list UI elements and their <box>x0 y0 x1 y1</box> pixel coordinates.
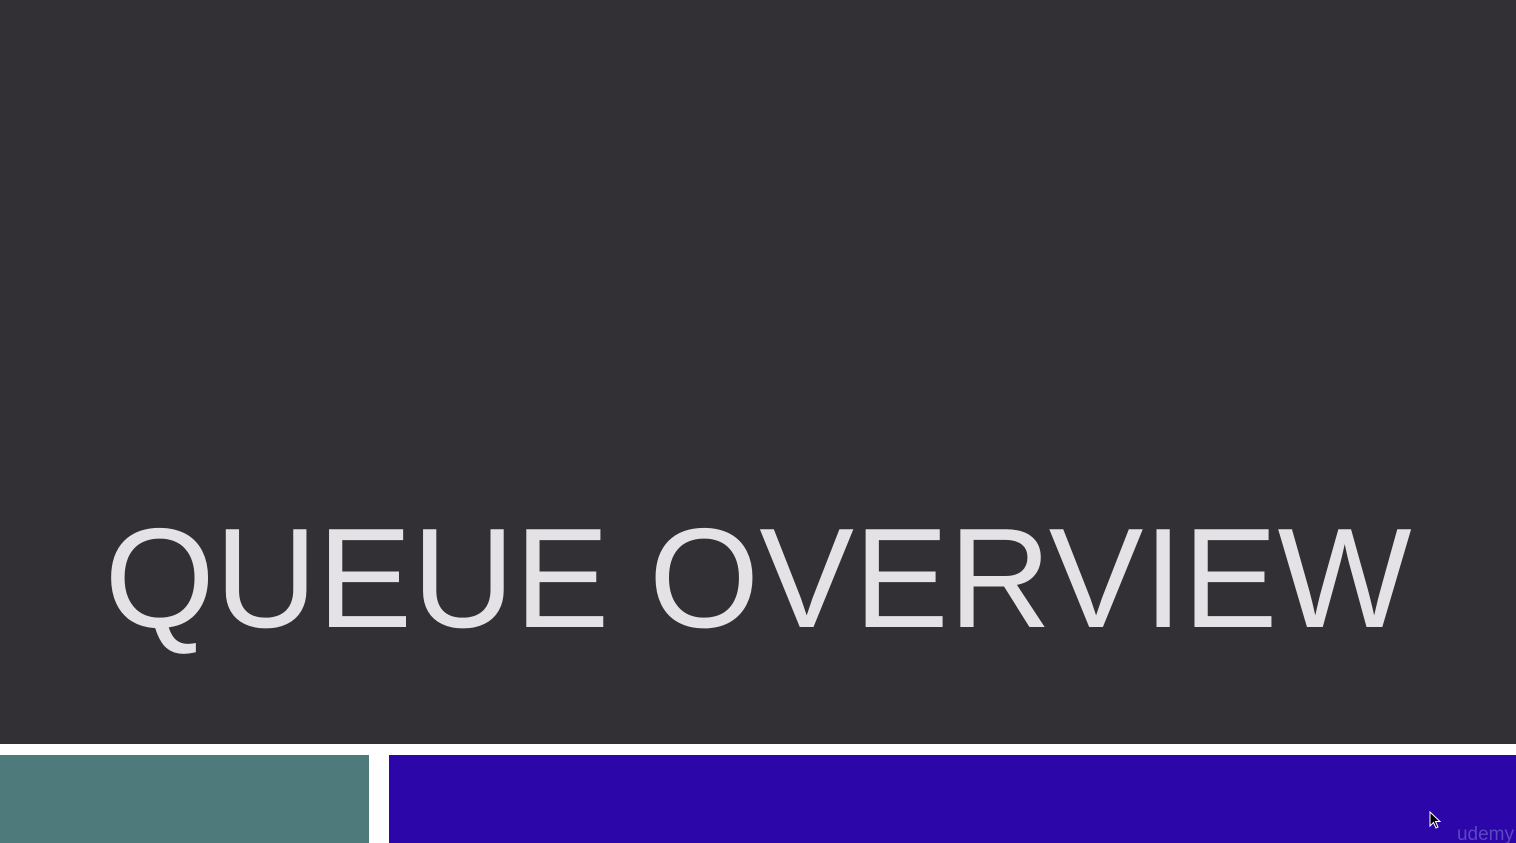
title-panel: QUEUE OVERVIEW <box>0 0 1516 744</box>
slide-title: QUEUE OVERVIEW <box>104 499 1412 658</box>
footer-gap <box>369 755 389 843</box>
slide-divider <box>0 744 1516 755</box>
mouse-pointer-icon <box>1429 811 1441 829</box>
udemy-watermark: udemy <box>1456 824 1514 843</box>
footer-right-bar <box>389 755 1516 843</box>
footer-left-bar <box>0 755 369 843</box>
